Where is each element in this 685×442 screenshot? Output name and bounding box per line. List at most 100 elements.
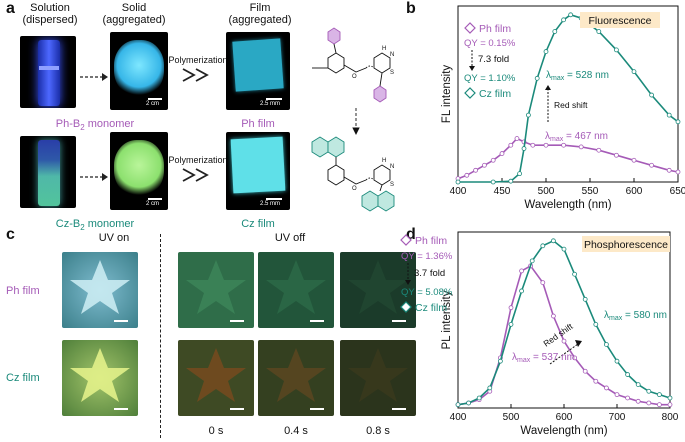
data-point	[508, 178, 514, 184]
data-point	[561, 17, 567, 23]
lambda-value: = 537 nm	[530, 352, 575, 363]
ph-legend-marker	[400, 234, 412, 246]
chem-s: S	[390, 70, 394, 76]
data-point	[490, 157, 496, 163]
ph-qy-text: QY = 1.36%	[401, 251, 453, 262]
cz-lambda-label: λmax = 580 nm	[604, 310, 667, 322]
ph-film-photo: 2.5 mm	[226, 32, 290, 110]
data-point	[487, 385, 493, 391]
ph-film-label: Ph film	[241, 118, 275, 130]
data-point	[482, 162, 487, 168]
red-shift-arrowhead	[545, 85, 551, 90]
data-point	[473, 167, 478, 173]
ph-lambda-label: λmax = 467 nm	[545, 131, 608, 143]
data-point	[517, 171, 522, 177]
dashed-divider	[160, 234, 161, 438]
chem-h: H	[382, 46, 386, 52]
data-point	[596, 147, 602, 153]
lambda-symbol: λ	[545, 131, 550, 142]
ph-legend-label: Ph film	[415, 235, 447, 247]
data-point	[521, 146, 527, 151]
data-point	[561, 142, 567, 148]
data-point	[508, 305, 514, 311]
cz-uv-off-0s-photo	[178, 340, 254, 416]
red-shift-text: Red shift	[541, 321, 575, 349]
ph-solution-photo	[20, 36, 76, 108]
data-point	[476, 395, 482, 401]
fluorescence-badge	[580, 12, 660, 28]
fold-arrowhead	[469, 66, 475, 71]
data-point	[464, 172, 470, 178]
ph-uv-off-08s-photo	[340, 252, 416, 328]
double-chevron-icon	[180, 168, 214, 182]
data-point	[550, 313, 556, 319]
y-axis-label: FL intensity	[441, 65, 453, 124]
data-point	[613, 152, 619, 158]
data-point	[582, 368, 588, 374]
cz-monomer-suffix: monomer	[84, 218, 135, 230]
data-point	[572, 271, 578, 277]
data-point	[525, 112, 531, 118]
lambda-symbol: λ	[604, 310, 609, 321]
lambda-value: = 528 nm	[564, 70, 609, 81]
data-point	[593, 378, 599, 384]
x-tick-label: 550	[582, 186, 599, 197]
data-point	[625, 395, 631, 401]
data-point	[667, 402, 673, 408]
data-point	[631, 157, 637, 163]
x-axis-label: Wavelength (nm)	[524, 199, 611, 211]
lambda-subscript: max	[551, 75, 565, 82]
ph-qy-text: QY = 0.15%	[464, 38, 516, 49]
cz-legend-label: Cz film	[415, 302, 447, 314]
data-point	[508, 142, 514, 148]
y-axis-label: PL intensity	[441, 290, 453, 349]
lambda-subscript: max	[609, 315, 623, 322]
header-solid-line2: (aggregated)	[102, 14, 166, 26]
data-point	[649, 92, 655, 98]
data-point	[519, 268, 524, 274]
fl-chart: 400 450 500 550 600 650 Wavelength (nm) FL inte…	[441, 5, 685, 211]
cz-film-row-label: Cz film	[6, 372, 40, 384]
cz-film-photo: 2.5 mm	[226, 132, 290, 210]
x-axis-label: Wavelength (nm)	[520, 425, 607, 437]
data-point	[490, 179, 496, 185]
data-point	[614, 392, 620, 398]
uv-off-label: UV off	[274, 232, 306, 244]
header-solution-line2: (dispersed)	[22, 14, 78, 26]
x-tick-label: 400	[450, 412, 467, 423]
phosphorescence-badge-text: Phosphorescence	[584, 239, 668, 251]
data-point	[666, 167, 672, 173]
time-label: 0 s	[208, 425, 224, 437]
header-film: Film (aggregated)	[226, 2, 294, 26]
data-point	[646, 400, 652, 406]
cz-qy-text: QY = 5.08%	[401, 287, 453, 298]
data-point	[593, 322, 599, 327]
ph-legend-marker	[464, 22, 476, 34]
data-point	[550, 238, 556, 244]
phosphorescence-badge	[582, 236, 670, 252]
data-point	[635, 398, 641, 404]
cz-monomer-name: Cz-B	[55, 218, 81, 230]
lambda-symbol: λ	[512, 352, 517, 363]
chem-s: S	[390, 182, 394, 188]
data-point	[582, 296, 588, 302]
data-point	[552, 29, 558, 34]
lambda-subscript: max	[550, 136, 564, 143]
pl-chart: 400 500 600 700 800 Wavelength (nm) PL intensi…	[400, 231, 679, 437]
red-shift-arrowhead	[575, 340, 582, 347]
chem-o: O	[352, 186, 357, 192]
time-label: 0.4 s	[284, 425, 308, 437]
chem-n: N	[390, 52, 394, 58]
cz-uv-off-04s-photo	[258, 340, 334, 416]
data-point	[529, 258, 535, 264]
ph-uv-on-photo	[62, 252, 138, 328]
data-point	[519, 288, 524, 294]
time-label: 0.8 s	[366, 425, 390, 437]
x-tick-label: 400	[450, 186, 467, 197]
data-point	[603, 385, 609, 391]
cz-legend-label: Cz film	[479, 88, 511, 100]
cz-monomer-label: Cz-B2 monomer	[30, 218, 160, 234]
data-point	[596, 29, 602, 34]
data-point	[508, 322, 514, 327]
x-tick-label: 450	[494, 186, 511, 197]
